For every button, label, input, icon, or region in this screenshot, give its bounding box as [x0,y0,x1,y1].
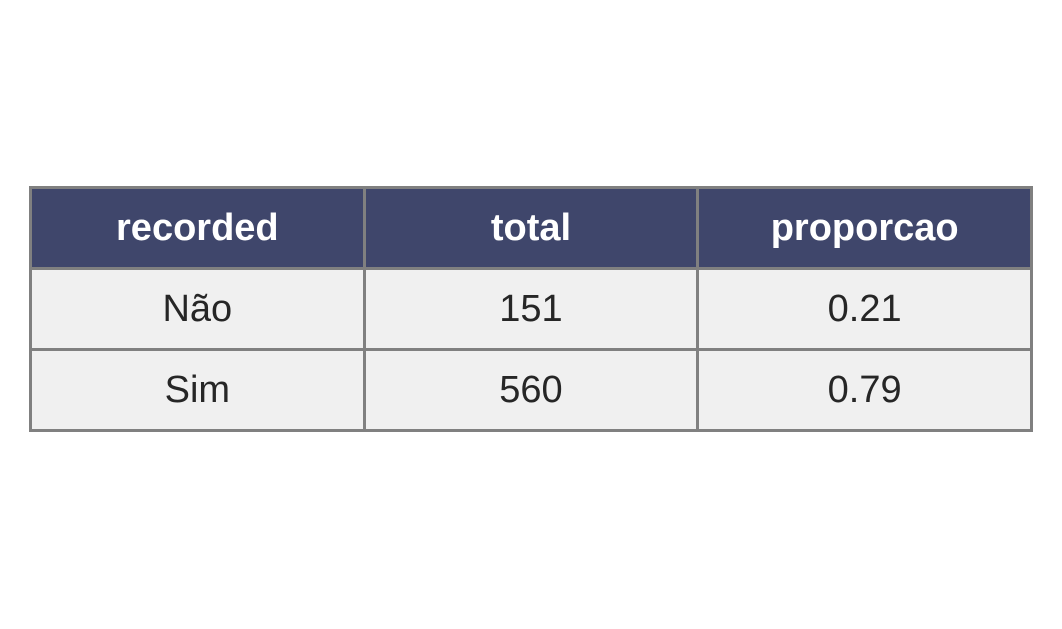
table-header: recorded total proporcao [29,186,1033,270]
column-header-recorded: recorded [29,186,366,270]
table-cell-proporcao: 0.79 [696,348,1033,432]
data-table-container: recorded total proporcao Não 151 0.21 Si… [29,186,1033,432]
table-body: Não 151 0.21 Sim 560 0.79 [29,267,1033,432]
header-row: recorded total proporcao [29,186,1033,270]
table-cell-proporcao: 0.21 [696,267,1033,351]
column-header-proporcao: proporcao [696,186,1033,270]
table-cell-total: 151 [362,267,700,351]
column-header-total: total [362,186,700,270]
data-table: recorded total proporcao Não 151 0.21 Si… [29,186,1033,432]
table-cell-recorded: Não [29,267,366,351]
table-cell-total: 560 [362,348,700,432]
table-row: Não 151 0.21 [29,267,1033,351]
table-row: Sim 560 0.79 [29,348,1033,432]
table-cell-recorded: Sim [29,348,366,432]
